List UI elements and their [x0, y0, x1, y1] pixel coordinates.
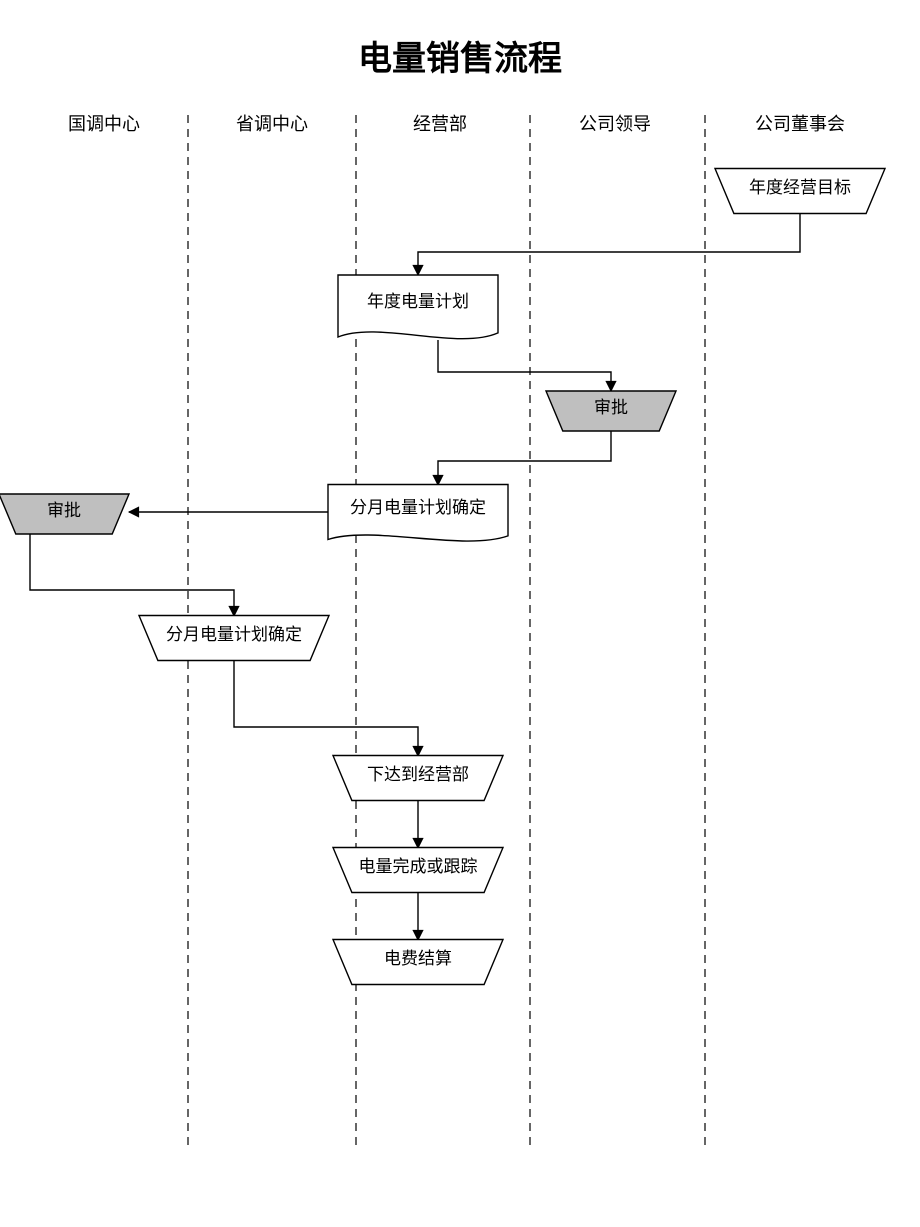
- node-label: 年度电量计划: [367, 292, 469, 311]
- node-label: 审批: [594, 398, 628, 417]
- node-label: 电费结算: [384, 949, 452, 968]
- node-label: 审批: [47, 501, 81, 520]
- nodes-group: 年度经营目标年度电量计划审批分月电量计划确定审批分月电量计划确定下达到经营部电量…: [0, 169, 885, 985]
- node-label: 电量完成或跟踪: [359, 857, 478, 876]
- node-label: 分月电量计划确定: [350, 498, 486, 517]
- lane-label: 省调中心: [236, 114, 308, 134]
- lane-label: 公司领导: [579, 114, 651, 134]
- node-label: 分月电量计划确定: [166, 625, 302, 644]
- edge: [418, 214, 800, 275]
- flowchart-canvas: 电量销售流程国调中心 省调中心 经营部 公司领导 公司董事会年度经营目标年度电量计划审批…: [0, 0, 920, 1227]
- edge: [438, 340, 611, 391]
- edge: [438, 431, 611, 485]
- lane-label: 国调中心: [68, 114, 140, 134]
- node-label: 下达到经营部: [367, 765, 469, 784]
- edge: [234, 660, 418, 756]
- node-label: 年度经营目标: [749, 178, 851, 197]
- edge: [30, 534, 234, 616]
- lane-label: 公司董事会: [755, 114, 845, 134]
- diagram-title: 电量销售流程: [358, 40, 562, 78]
- lane-label: 经营部: [413, 114, 467, 134]
